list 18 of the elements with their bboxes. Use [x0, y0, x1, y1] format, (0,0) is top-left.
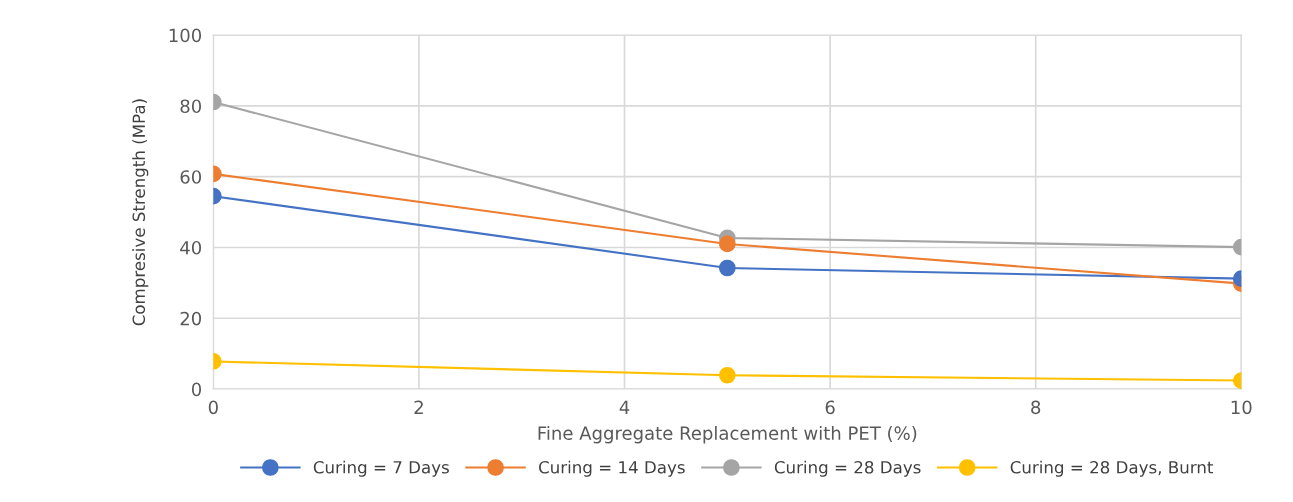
y-tick-label: 20: [180, 311, 202, 326]
y-tick-label: 100: [169, 28, 202, 43]
legend-label: Curing = 7 Days: [313, 460, 449, 477]
y-axis-title: Compresive Strength (MPa): [132, 99, 149, 326]
y-tick-label: 0: [191, 382, 202, 397]
legend-label: Curing = 28 Days: [774, 460, 921, 477]
y-tick-label: 40: [180, 240, 202, 255]
x-tick-label: 4: [619, 400, 630, 414]
x-tick-label: 2: [414, 400, 423, 414]
y-tick-label: 60: [180, 170, 202, 184]
x-tick-label: 8: [1031, 400, 1041, 415]
x-tick-label: 0: [208, 400, 218, 415]
legend-label: Curing = 28 Days, Burnt: [1010, 460, 1214, 477]
legend-label: Curing = 14 Days: [539, 460, 685, 477]
x-tick-label: 10: [1231, 400, 1252, 415]
y-tick-label: 80: [180, 99, 202, 114]
x-axis-title: Fine Aggregate Replacement with PET (%): [538, 425, 917, 444]
x-tick-label: 6: [825, 400, 835, 415]
